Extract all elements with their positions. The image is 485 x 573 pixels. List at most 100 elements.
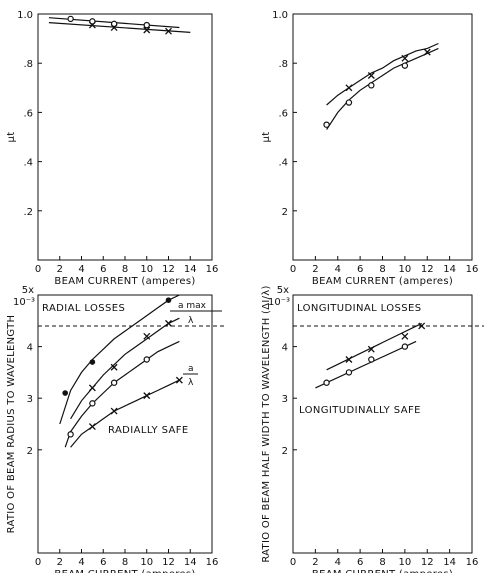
data-point-circle [110,20,118,28]
y-tick-label: .4 [278,158,288,169]
y-tick-label: 1.0 [272,10,288,21]
x-tick-label: 12 [421,264,434,275]
data-point-x [110,363,118,371]
series-curve-2 [326,42,439,106]
x-tick-label: 6 [100,264,106,275]
x-tick-label: 8 [122,557,128,568]
data-point-x [110,24,118,31]
data-point-circle [401,62,409,69]
x-tick-label: 6 [357,264,363,275]
x-tick-label: 8 [379,557,385,568]
data-point-circle [323,379,330,386]
data-point-circle [345,99,353,106]
annotation-longitudinal-losses: LONGITUDINAL LOSSES [297,303,421,314]
data-point-circle [143,356,150,363]
data-point-x [88,384,96,392]
x-axis-label: BEAM CURRENT (amperes) [54,569,195,573]
x-tick-label: 10 [140,557,153,568]
x-tick-label: 16 [206,264,219,275]
x-tick-label: 10 [399,557,412,568]
y-top-label: 5x [277,285,289,296]
y-tick-label: 2 [282,446,288,457]
x-tick-label: 6 [357,557,363,568]
x-tick-label: 12 [162,557,175,568]
x-tick-label: 2 [312,264,318,275]
series-curve-2 [315,340,417,389]
x-tick-label: 0 [35,264,41,275]
y-tick-label: .4 [23,158,33,169]
x-tick-label: 4 [335,264,341,275]
annotation-radially-safe: RADIALLY SAFE [108,425,189,436]
data-point-circle [67,15,74,23]
y-tick-label: 3 [282,394,288,405]
data-point-circle [345,369,353,376]
x-tick-label: 8 [122,264,128,275]
y-axis-label: μt [261,132,272,143]
data-point-x [165,319,172,327]
series-curve-3 [64,340,180,448]
y-tick-label: .2 [23,207,33,218]
y-tick-label: 4 [282,343,288,354]
data-point-circle [67,431,74,438]
x-tick-label: 2 [312,557,318,568]
data-point-x [418,322,426,330]
data-point-circle [323,121,330,128]
x-tick-label: 0 [35,557,41,568]
x-tick-label: 4 [78,557,84,568]
chart-panel-1: 0 2 4 6 8 10 12 14 16 .2 .4 .6 .8 1.0 BEAM CURRENT (am… [6,10,218,287]
x-tick-label: 8 [379,264,385,275]
data-point-x [88,21,96,29]
x-axis-label: BEAM CURRENT (amperes) [312,569,453,573]
series-curve-1 [326,47,439,130]
data-point-dot [165,297,172,303]
x-tick-label: 12 [162,264,175,275]
series-curve-2 [48,22,191,33]
y-tick-label: 2 [282,207,288,218]
y-axis-label: RATIO OF BEAM HALF WIDTH TO WAVELENGTH (… [261,285,272,562]
x-tick-label: 12 [421,557,434,568]
x-tick-label: 16 [206,557,219,568]
y-tick-label: 4 [27,343,33,354]
data-point-dot [89,359,96,365]
y-tick-label: .6 [278,108,288,119]
data-point-x [401,54,409,62]
data-point-circle [368,82,375,89]
data-point-x [143,392,151,400]
plot-frame [37,294,213,554]
x-tick-label: 6 [100,557,106,568]
y-tick-label: 1.0 [17,10,33,21]
y-tick-label: 2 [27,446,33,457]
plot-frame [292,294,473,554]
x-tick-label: 0 [290,264,296,275]
data-point-circle [143,21,150,29]
series-curve-2 [70,317,180,420]
y-exponent-label: 10⁻³ [13,297,35,308]
x-tick-label: 16 [466,557,479,568]
annotation-lambda: λ [188,316,194,326]
x-tick-label: 14 [184,264,197,275]
data-point-x [345,356,353,363]
x-axis-label: BEAM CURRENT (amperes) [312,276,453,287]
data-point-x [423,48,431,56]
x-tick-label: 2 [57,557,63,568]
y-tick-label: .6 [23,108,33,119]
chart-panel-2: 0 2 4 6 8 10 12 14 16 2 .4 .6 .8 1.0 BEAM CURRENT (amp… [261,10,478,287]
plot-frame [37,13,213,261]
data-point-x [401,332,409,340]
series-curve-4 [70,379,180,448]
y-tick-label: .8 [278,59,288,70]
y-exponent-label: 10⁻³ [268,297,290,308]
data-point-x [345,84,353,92]
y-top-label: 5x [22,285,34,296]
x-tick-label: 14 [184,557,197,568]
annotation-a: a [188,364,194,374]
x-tick-label: 4 [335,557,341,568]
y-tick-label: .8 [23,59,33,70]
x-tick-label: 10 [399,264,412,275]
annotation-longitudinally-safe: LONGITUDINALLY SAFE [299,405,421,416]
plot-frame [292,13,473,261]
data-point-x [143,26,151,34]
y-axis-label: μt [6,132,17,143]
